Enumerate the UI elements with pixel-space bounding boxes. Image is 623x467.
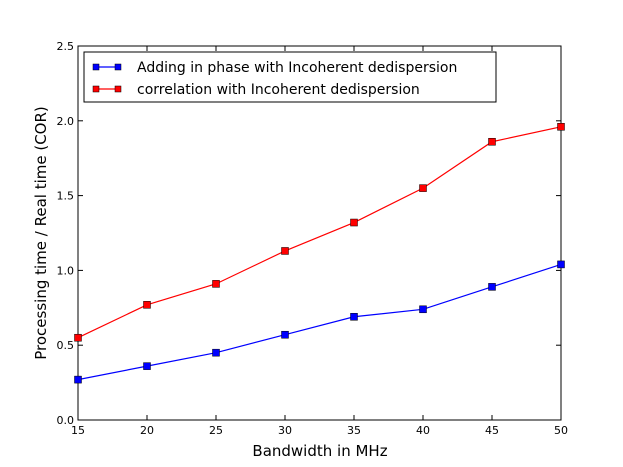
legend-marker-series-2b: [114, 85, 122, 93]
x-tick-label: 30: [278, 424, 292, 437]
legend-box: [83, 51, 497, 103]
legend: Adding in phase with Incoherent dedisper…: [83, 51, 497, 103]
x-tick-label: 35: [347, 424, 361, 437]
y-tick-label: 2.5: [57, 40, 75, 53]
x-axis-label: Bandwidth in MHz: [252, 442, 387, 460]
data-point-series-2: [281, 247, 289, 255]
series-line-1: [77, 263, 562, 381]
legend-marker-series-1: [92, 63, 100, 71]
data-point-series-2: [74, 333, 82, 342]
data-point-series-2: [419, 184, 427, 192]
data-point-series-1: [281, 330, 289, 339]
y-tick-label: 0.5: [57, 339, 75, 352]
x-tick-label: 45: [485, 424, 499, 437]
legend-marker-series-1b: [114, 63, 122, 71]
data-point-series-2: [557, 123, 565, 131]
data-point-series-1: [488, 283, 496, 291]
x-tick-label: 40: [416, 424, 430, 437]
x-tick-label: 15: [71, 424, 85, 437]
data-point-series-1: [557, 260, 565, 269]
y-axis-ticks: 0.0 0.5 1.0 1.5 2.0 2.5: [57, 40, 561, 427]
series-line-2: [77, 126, 562, 339]
data-point-series-2: [143, 301, 151, 309]
y-axis-label: Processing time / Real time (COR): [32, 106, 50, 360]
x-tick-label: 20: [140, 424, 154, 437]
y-tick-label: 1.0: [57, 264, 75, 277]
data-point-series-2: [212, 280, 220, 288]
y-tick-label: 0.0: [57, 414, 75, 427]
y-tick-label: 1.5: [57, 190, 75, 203]
x-tick-label: 25: [209, 424, 223, 437]
plot-frame: [77, 45, 562, 421]
plot-area: [77, 45, 562, 421]
y-tick-label: 2.0: [57, 115, 75, 128]
data-point-series-1: [212, 348, 220, 357]
data-point-series-2: [350, 218, 358, 227]
data-point-series-1: [143, 362, 151, 370]
legend-label-series-1: Adding in phase with Incoherent dedisper…: [137, 60, 457, 76]
data-point-series-1: [419, 305, 427, 314]
x-tick-label: 50: [554, 424, 568, 437]
legend-marker-series-2: [92, 85, 100, 93]
series-layer: [74, 123, 565, 384]
x-axis-ticks: 15 20 25 30 35 40 45 50: [71, 46, 568, 437]
legend-label-series-2: correlation with Incoherent dedispersion: [137, 82, 420, 98]
data-point-series-1: [350, 313, 358, 321]
data-point-series-1: [74, 375, 82, 384]
data-point-series-2: [488, 137, 496, 146]
